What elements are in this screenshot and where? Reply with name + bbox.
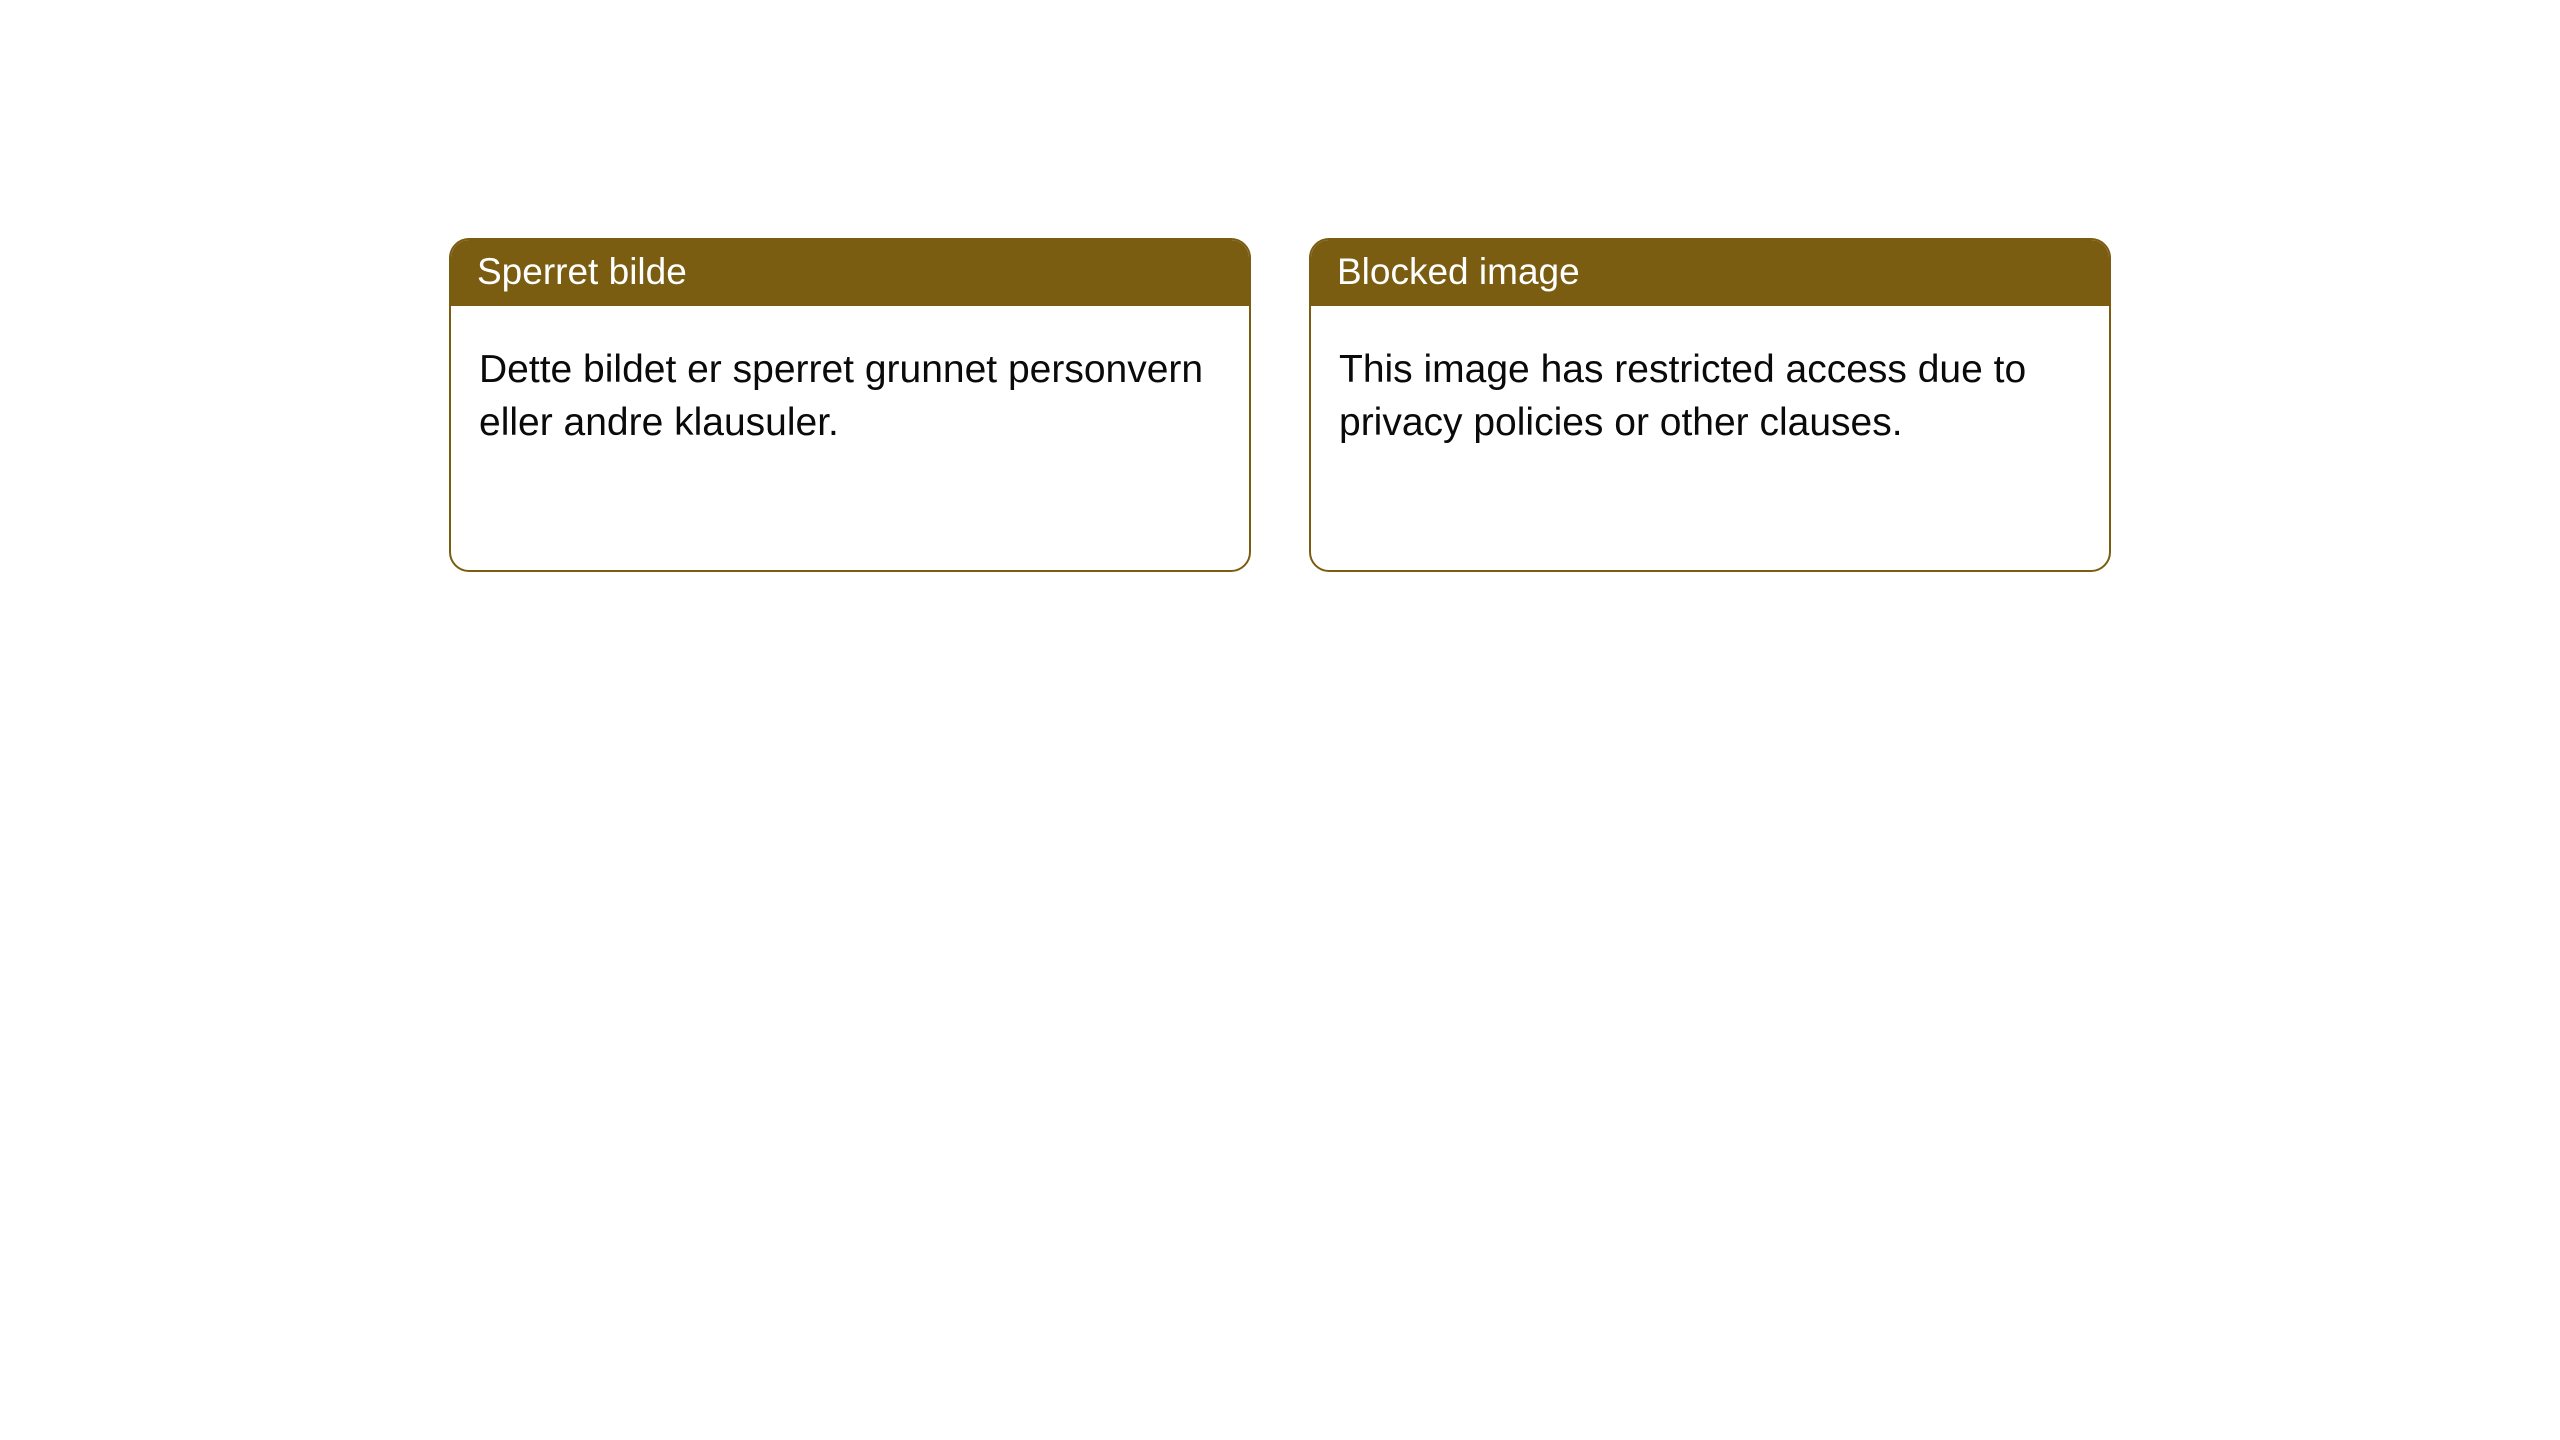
notice-card-body: Dette bildet er sperret grunnet personve… xyxy=(451,306,1249,487)
notice-card-title: Sperret bilde xyxy=(451,240,1249,306)
notice-card-body: This image has restricted access due to … xyxy=(1311,306,2109,487)
notice-card-english: Blocked image This image has restricted … xyxy=(1309,238,2111,572)
notice-container: Sperret bilde Dette bildet er sperret gr… xyxy=(0,0,2560,572)
notice-card-norwegian: Sperret bilde Dette bildet er sperret gr… xyxy=(449,238,1251,572)
notice-card-title: Blocked image xyxy=(1311,240,2109,306)
